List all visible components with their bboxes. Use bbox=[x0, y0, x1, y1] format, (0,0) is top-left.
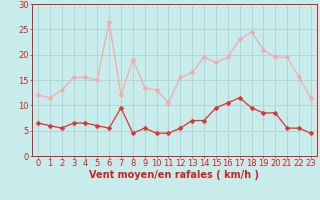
X-axis label: Vent moyen/en rafales ( km/h ): Vent moyen/en rafales ( km/h ) bbox=[89, 170, 260, 180]
